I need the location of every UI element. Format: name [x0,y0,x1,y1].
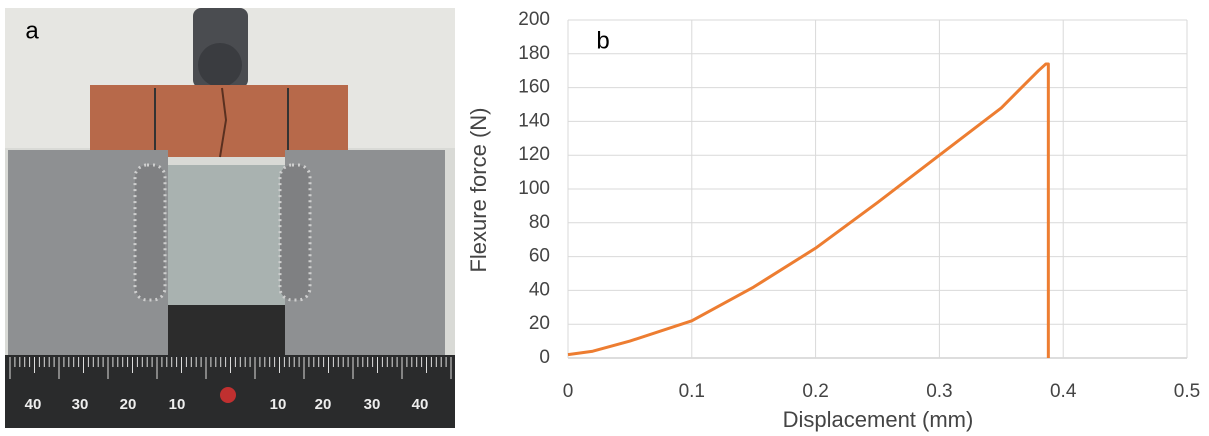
x-axis-title: Displacement (mm) [783,407,974,432]
base-slot [168,305,285,355]
ruler-label: 20 [315,396,332,413]
panel-label: b [596,27,609,54]
y-tick-label: 0 [539,347,550,368]
ruler-label: 40 [412,396,429,413]
y-tick-label: 140 [518,110,550,131]
ruler-zero-mark [220,387,236,403]
chart: b Displacement (mm) Flexure force (N) 0 2… [466,9,1200,432]
x-tick-label: 0 [563,381,574,402]
y-tick-label: 20 [529,313,550,334]
data-line [567,62,1050,358]
x-tick-label: 0.5 [1174,381,1200,402]
ruler-label: 40 [25,396,42,413]
x-tick-label: 0.1 [679,381,705,402]
y-tick-label: 60 [529,246,550,267]
ruler-label: 10 [169,396,186,413]
label-box [14,14,46,48]
spring [278,163,312,302]
gap [168,165,285,305]
loading-pin [198,43,242,87]
y-tick-label: 160 [518,77,550,98]
x-tick-label: 0.2 [802,381,828,402]
ruler-label: 10 [270,396,287,413]
support-block [285,150,445,355]
crack [219,87,228,158]
x-tick-label: 0.3 [926,381,952,402]
spring [133,163,167,302]
y-tick-label: 180 [518,43,550,64]
panel-label: a [25,17,39,44]
y-axis-title: Flexure force (N) [466,107,491,272]
ruler-label: 30 [364,396,381,413]
y-tick-label: 120 [518,144,550,165]
y-tick-label: 80 [529,212,550,233]
x-tick-label: 0.4 [1050,381,1077,402]
y-tick-label: 40 [529,279,550,300]
ruler-label: 20 [120,396,137,413]
photo: 40 30 20 10 10 20 30 40 a [5,8,455,428]
y-tick-label: 200 [518,9,550,30]
ruler-ticks: 40 30 20 10 10 20 30 40 [9,357,452,413]
ruler-label: 30 [72,396,89,413]
y-tick-label: 100 [518,178,550,199]
brick-specimen [90,85,348,157]
